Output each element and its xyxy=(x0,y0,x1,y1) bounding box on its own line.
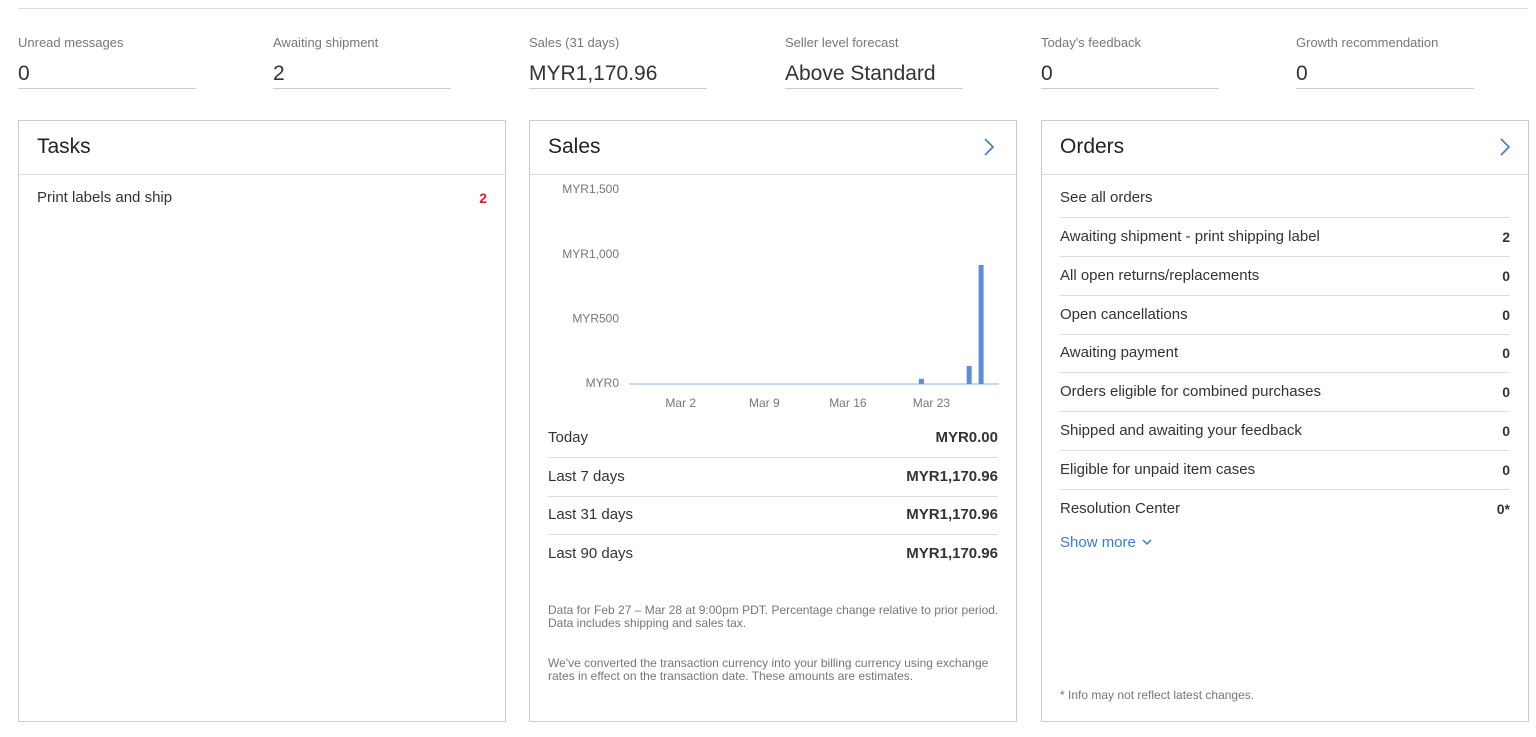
stat-value: MYR1,170.96 xyxy=(529,62,707,89)
bar xyxy=(966,365,972,384)
x-tick-label: Mar 16 xyxy=(829,396,867,410)
period-amount: MYR1,170.96 xyxy=(906,506,998,524)
order-label: Awaiting payment xyxy=(1060,344,1179,362)
order-count: 2 xyxy=(1502,229,1510,245)
stat-value: 0 xyxy=(18,62,196,89)
sales-row: Last 7 days MYR1,170.96 xyxy=(548,458,998,497)
sales-row: Last 90 days MYR1,170.96 xyxy=(548,535,998,573)
orders-panel: Orders See all orders Awaiting shipment -… xyxy=(1041,120,1529,722)
order-row[interactable]: Eligible for unpaid item cases 0 xyxy=(1060,451,1510,490)
y-tick-label: MYR1,000 xyxy=(562,247,619,261)
bar xyxy=(978,265,984,384)
order-row[interactable]: All open returns/replacements 0 xyxy=(1060,257,1510,296)
period-label: Last 31 days xyxy=(548,506,634,524)
order-label: All open returns/replacements xyxy=(1060,266,1260,284)
tasks-panel: Tasks Print labels and ship 2 xyxy=(18,120,506,722)
order-row[interactable]: Orders eligible for combined purchases 0 xyxy=(1060,373,1510,413)
chevron-link[interactable] xyxy=(982,137,996,157)
order-count: 0 xyxy=(1502,267,1510,284)
period-amount: MYR1,170.96 xyxy=(906,545,998,563)
panel-title: Tasks xyxy=(37,135,91,158)
sales-note: We've converted the transaction currency… xyxy=(548,656,989,683)
order-row[interactable]: Shipped and awaiting your feedback 0 xyxy=(1060,412,1510,451)
order-row[interactable]: Awaiting shipment - print shipping label… xyxy=(1060,218,1510,257)
order-count: 0 xyxy=(1502,461,1510,478)
sales-panel: Sales MYR0 MYR500 MYR1,000 MYR1,500 Mar 2 Mar… xyxy=(529,120,1017,722)
sales-note: Data for Feb 27 – Mar 28 at 9:00pm PDT. … xyxy=(548,603,999,630)
divider xyxy=(1042,174,1528,175)
order-count: 0 xyxy=(1502,306,1510,323)
task-count: 2 xyxy=(479,190,487,206)
y-tick-label: MYR500 xyxy=(572,312,619,326)
period-amount: MYR1,170.96 xyxy=(906,467,998,485)
order-label: Shipped and awaiting your feedback xyxy=(1060,422,1302,439)
x-tick-label: Mar 9 xyxy=(749,396,780,410)
stat-label: Growth recommendation xyxy=(1296,35,1439,50)
order-row[interactable]: Awaiting payment 0 xyxy=(1060,334,1510,374)
y-tick-label: MYR1,500 xyxy=(562,182,619,196)
stat-label: Sales (31 days) xyxy=(529,35,620,50)
order-row[interactable]: Resolution Center 0* xyxy=(1060,490,1510,528)
stat-value: 0 xyxy=(1041,62,1219,89)
panel-title: Sales xyxy=(548,135,601,158)
stat-value: 0 xyxy=(1296,62,1474,89)
period-label: Today xyxy=(548,429,589,446)
show-more-text[interactable]: Show more xyxy=(1060,534,1136,551)
order-label: Resolution Center xyxy=(1060,499,1181,517)
chevron-link[interactable] xyxy=(1498,137,1512,157)
stat-label: Unread messages xyxy=(18,35,124,50)
task-row[interactable]: Print labels and ship 2 xyxy=(37,179,487,217)
order-count: 0 xyxy=(1502,423,1510,439)
divider xyxy=(530,174,1016,175)
order-count: 0 xyxy=(1502,384,1510,401)
period-amount: MYR0.00 xyxy=(935,429,998,446)
order-link[interactable]: See all orders xyxy=(1060,179,1510,218)
stat-label: Seller level forecast xyxy=(785,35,899,50)
stat-label: Awaiting shipment xyxy=(273,35,379,50)
x-tick-label: Mar 23 xyxy=(913,396,951,410)
order-count: 0 xyxy=(1502,345,1510,362)
order-label: Eligible for unpaid item cases xyxy=(1060,460,1256,478)
order-row[interactable]: Open cancellations 0 xyxy=(1060,296,1510,335)
stat-label: Today's feedback xyxy=(1041,35,1142,50)
bar xyxy=(918,378,924,384)
stat-value: 2 xyxy=(273,62,451,89)
stat-value: Above Standard xyxy=(785,62,963,89)
order-label: Awaiting shipment - print shipping label xyxy=(1060,228,1320,245)
task-label: Print labels and ship xyxy=(37,189,173,206)
order-label: Open cancellations xyxy=(1060,305,1188,323)
sales-row: Today MYR0.00 xyxy=(548,419,998,458)
order-label: Orders eligible for combined purchases xyxy=(1060,383,1321,401)
show-more[interactable]: Show more xyxy=(1060,534,1153,551)
sales-chart: MYR0 MYR500 MYR1,000 MYR1,500 Mar 2 Mar 9 Mar … xyxy=(562,182,999,410)
divider xyxy=(19,174,505,175)
y-tick-label: MYR0 xyxy=(586,376,620,390)
x-tick-label: Mar 2 xyxy=(665,396,696,410)
period-label: Last 7 days xyxy=(548,467,625,485)
sales-row: Last 31 days MYR1,170.96 xyxy=(548,496,998,536)
divider xyxy=(18,8,1528,9)
period-label: Last 90 days xyxy=(548,545,634,563)
chevron-down xyxy=(1142,539,1152,546)
order-count: 0* xyxy=(1496,500,1510,517)
panel-title: Orders xyxy=(1060,135,1125,158)
footnote: * Info may not reflect latest changes. xyxy=(1060,688,1255,702)
